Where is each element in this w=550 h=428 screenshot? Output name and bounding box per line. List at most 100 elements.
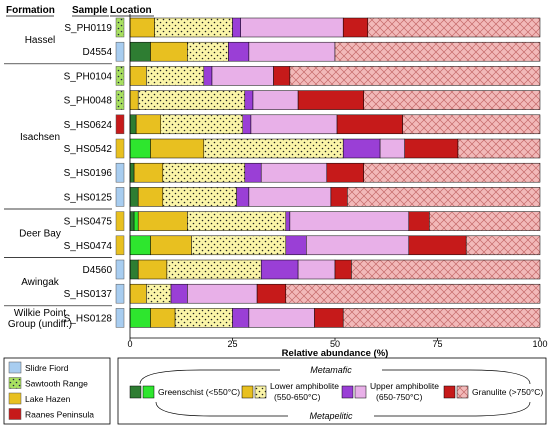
sample-label: S_HS0125 — [64, 192, 113, 203]
bar-segment-granulite_pel — [285, 283, 541, 304]
location-legend-label: Slidre Fiord — [25, 363, 69, 373]
swatch-greenschist-meta — [129, 385, 142, 399]
formation-label: Isachsen — [20, 132, 60, 143]
sample-label: D4554 — [83, 47, 113, 58]
bar-segment-upper_amph_meta — [244, 90, 254, 110]
bar-segment-granulite_pel — [334, 41, 541, 62]
bar-segment-upper_amph_pel — [211, 66, 274, 86]
facies-legend-box — [117, 357, 547, 425]
location-markers — [115, 17, 125, 328]
bar-segment-upper_amph_meta — [170, 283, 188, 304]
bar-segment-upper_amph_meta — [203, 66, 213, 86]
location-legend-label: Raanes Peninsula — [25, 410, 94, 420]
swatch-lower-amph-pel — [254, 385, 267, 399]
bar-segment-greenschist_meta — [129, 187, 139, 207]
bar-segment-upper_amph_meta — [285, 211, 291, 231]
bar-segment-greenschist_meta — [129, 259, 139, 280]
bar-segment-upper_amph_pel — [252, 90, 299, 110]
location-marker — [115, 211, 125, 231]
bar-segment-upper_amph_pel — [248, 308, 315, 328]
bar-segment-greenschist_meta — [129, 41, 151, 62]
location-marker — [115, 308, 125, 328]
x-tick-label: 25 — [227, 339, 237, 349]
bar-segment-granulite_meta — [326, 162, 364, 183]
formation-label: Hassel — [25, 35, 56, 46]
bar-segments — [129, 17, 541, 328]
swatch-lower-amph-meta — [241, 385, 254, 399]
bar-segment-upper_amph_meta — [260, 259, 299, 280]
bar-segment-upper_amph_pel — [250, 114, 338, 135]
x-ticks: 0 25 50 75 100 — [127, 338, 548, 349]
header-sample: Sample — [72, 5, 108, 16]
bar-segment-greenschist_meta — [129, 162, 135, 183]
bar-segment-lower_amph_pel — [191, 235, 287, 256]
bar-segment-granulite_meta — [408, 235, 467, 256]
sample-label: S_HS0475 — [64, 217, 113, 228]
formation-label: Awingak — [21, 277, 60, 288]
bar-segment-granulite_meta — [273, 66, 291, 86]
bar-segment-lower_amph_meta — [150, 41, 188, 62]
bar-segment-lower_amph_meta — [129, 90, 139, 110]
bar-segment-granulite_pel — [367, 17, 541, 38]
swatch-upper-amph-pel — [354, 385, 367, 399]
bar-segment-lower_amph_pel — [166, 259, 262, 280]
bar-segment-upper_amph_meta — [236, 187, 250, 207]
legend-upper-amph-2: (650-750°C) — [376, 392, 423, 402]
bar-segment-lower_amph_meta — [150, 308, 176, 328]
bar-segment-greenschist_pel — [129, 308, 151, 328]
facies-legend: Metamafic Metapelitic Greenschist (<550°… — [129, 365, 543, 421]
x-tick-label: 50 — [330, 339, 340, 349]
bar-segment-greenschist_pel — [129, 138, 151, 159]
bar-segment-upper_amph_pel — [187, 283, 258, 304]
bar-segment-granulite_meta — [334, 259, 352, 280]
location-marker — [115, 235, 125, 256]
bar-segment-granulite_pel — [363, 90, 541, 110]
bar-segment-upper_amph_meta — [232, 17, 241, 38]
bar-segment-upper_amph_meta — [228, 41, 250, 62]
bar-segment-greenschist_pel — [133, 211, 139, 231]
bar-segment-lower_amph_pel — [160, 114, 243, 135]
sample-label: D4560 — [83, 265, 113, 276]
sample-label: S_HS0137 — [64, 289, 113, 300]
bar-segment-lower_amph_pel — [154, 17, 233, 38]
location-marker — [115, 114, 125, 135]
location-marker — [115, 66, 125, 86]
metamafic-brace — [139, 369, 531, 385]
location-legend-swatch — [8, 361, 22, 374]
bar-segment-greenschist_pel — [129, 235, 151, 256]
legend-metapelitic: Metapelitic — [309, 411, 353, 421]
bar-segment-upper_amph_pel — [306, 235, 410, 256]
location-marker — [115, 90, 125, 110]
bar-segment-greenschist_meta — [129, 211, 135, 231]
bar-segment-lower_amph_meta — [129, 17, 155, 38]
x-tick-label: 100 — [532, 339, 547, 349]
sample-label: S_PH0048 — [64, 96, 113, 107]
bar-segment-upper_amph_pel — [240, 17, 344, 38]
formation-dividers — [4, 63, 112, 307]
sample-label: S_PH0104 — [64, 71, 113, 82]
swatch-granulite-pel — [456, 385, 469, 399]
bar-segment-upper_amph_pel — [260, 162, 328, 183]
bar-segment-lower_amph_pel — [174, 308, 233, 328]
bar-segment-lower_amph_meta — [137, 211, 188, 231]
sample-label: S_HS0624 — [64, 120, 113, 131]
header-formation: Formation — [6, 5, 55, 16]
x-tick-label: 75 — [432, 339, 442, 349]
bar-segment-lower_amph_meta — [137, 259, 168, 280]
bar-segment-granulite_pel — [457, 138, 541, 159]
bar-segment-granulite_meta — [297, 90, 364, 110]
swatch-upper-amph-meta — [341, 385, 354, 399]
bar-segment-lower_amph_meta — [135, 114, 161, 135]
swatch-greenschist-pel — [142, 385, 155, 399]
sample-label: S_PH0119 — [64, 23, 112, 34]
location-marker — [115, 283, 125, 304]
bar-segment-granulite_pel — [289, 66, 541, 86]
location-legend-label: Sawtooth Range — [25, 379, 88, 389]
bar-segment-lower_amph_pel — [137, 90, 246, 110]
bar-segment-granulite_meta — [404, 138, 459, 159]
bar-segment-upper_amph_pel — [289, 211, 410, 231]
legend-upper-amph-1: Upper amphibolite — [370, 381, 439, 391]
location-marker — [115, 187, 125, 207]
sample-label: S_HS0128 — [64, 313, 113, 324]
location-legend-label: Lake Hazen — [25, 394, 71, 404]
